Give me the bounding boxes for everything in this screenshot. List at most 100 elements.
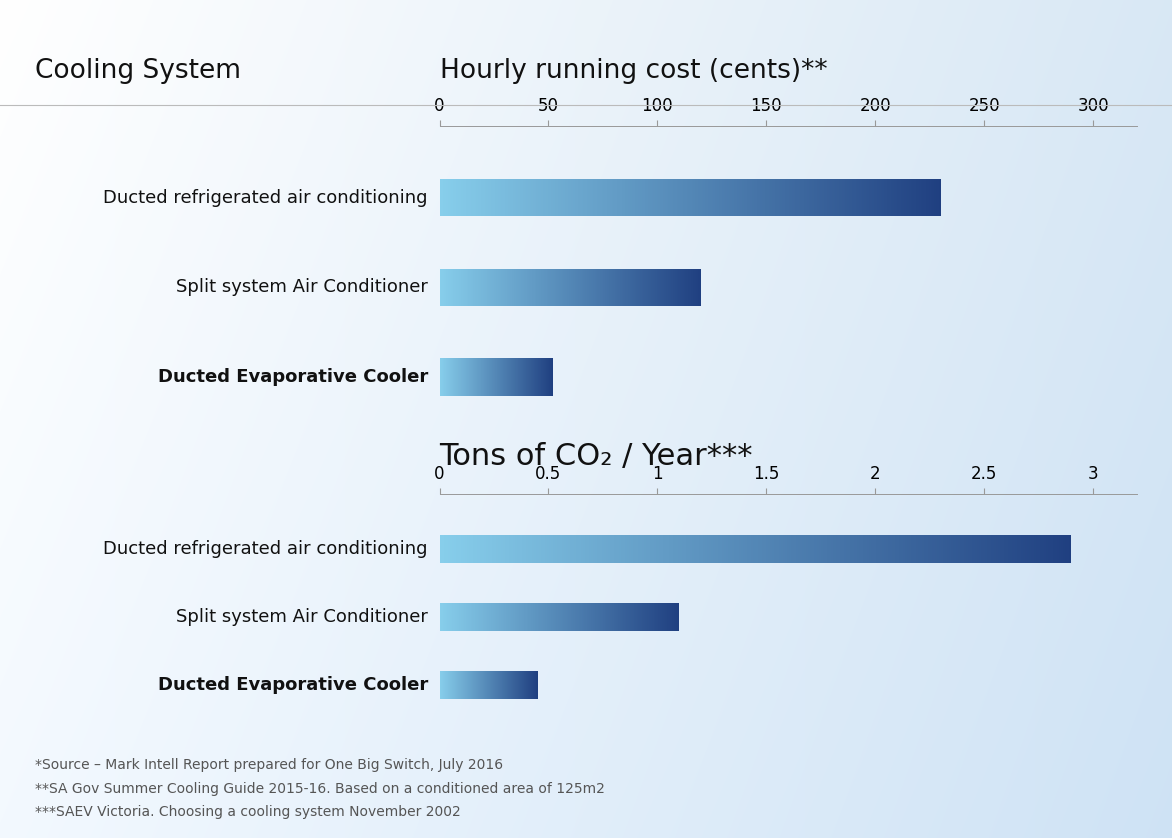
Bar <box>499 178 502 216</box>
Bar <box>482 178 483 216</box>
Bar <box>851 178 852 216</box>
Bar <box>577 178 578 216</box>
Bar <box>905 535 907 563</box>
Bar <box>579 535 580 563</box>
Bar <box>802 535 804 563</box>
Bar <box>616 178 619 216</box>
Bar <box>772 535 775 563</box>
Bar <box>663 178 665 216</box>
Bar <box>732 535 735 563</box>
Bar <box>904 178 906 216</box>
Bar <box>500 535 503 563</box>
Bar <box>507 178 510 216</box>
Bar <box>892 535 894 563</box>
Bar <box>725 535 728 563</box>
Bar <box>926 178 927 216</box>
Bar <box>911 178 912 216</box>
Bar <box>672 178 674 216</box>
Bar <box>812 535 815 563</box>
Bar <box>546 178 548 216</box>
Bar <box>647 178 648 216</box>
Bar <box>570 178 572 216</box>
Bar <box>448 535 450 563</box>
Bar <box>741 535 743 563</box>
Bar <box>691 178 694 216</box>
Bar <box>900 178 902 216</box>
Bar <box>680 178 682 216</box>
Bar <box>482 535 484 563</box>
Bar <box>524 535 526 563</box>
Bar <box>607 178 608 216</box>
Bar <box>513 535 516 563</box>
Bar <box>677 535 680 563</box>
Bar <box>459 178 462 216</box>
Bar <box>785 535 788 563</box>
Bar <box>806 535 809 563</box>
Bar <box>686 535 688 563</box>
Bar <box>830 535 831 563</box>
Bar <box>660 178 662 216</box>
Bar <box>992 535 994 563</box>
Bar <box>442 535 444 563</box>
Bar <box>652 178 653 216</box>
Bar <box>606 535 608 563</box>
Bar <box>471 535 473 563</box>
Bar <box>902 535 905 563</box>
Bar <box>1029 535 1031 563</box>
Bar <box>822 178 824 216</box>
Bar <box>466 178 468 216</box>
Bar <box>884 535 886 563</box>
Bar <box>674 178 675 216</box>
Bar <box>538 535 540 563</box>
Bar <box>574 178 577 216</box>
Bar <box>522 178 523 216</box>
Bar <box>954 535 955 563</box>
Bar <box>703 178 706 216</box>
Bar <box>475 178 476 216</box>
Bar <box>505 535 507 563</box>
Bar <box>837 178 839 216</box>
Bar <box>816 178 817 216</box>
Bar <box>464 178 466 216</box>
Bar <box>827 178 829 216</box>
Bar <box>611 535 612 563</box>
Bar <box>962 535 965 563</box>
Bar <box>897 535 899 563</box>
Bar <box>880 535 881 563</box>
Bar <box>518 178 519 216</box>
Bar <box>742 178 743 216</box>
Bar <box>631 178 632 216</box>
Bar <box>864 178 866 216</box>
Bar <box>477 535 479 563</box>
Bar <box>659 178 660 216</box>
Bar <box>994 535 996 563</box>
Bar <box>548 535 551 563</box>
Bar <box>441 178 443 216</box>
Bar <box>526 535 527 563</box>
Bar <box>804 535 806 563</box>
Bar <box>749 535 751 563</box>
Bar <box>593 535 595 563</box>
Bar <box>568 535 570 563</box>
Bar <box>825 535 827 563</box>
Bar <box>1050 535 1052 563</box>
Bar <box>781 535 783 563</box>
Bar <box>638 535 640 563</box>
Bar <box>735 535 736 563</box>
Bar <box>540 178 541 216</box>
Bar <box>551 535 553 563</box>
Bar <box>444 178 447 216</box>
Bar <box>902 178 904 216</box>
Bar <box>541 178 543 216</box>
Bar <box>488 178 490 216</box>
Bar <box>777 178 778 216</box>
Bar <box>624 178 625 216</box>
Bar <box>867 178 868 216</box>
Bar <box>486 178 488 216</box>
Bar <box>525 178 526 216</box>
Bar <box>608 535 611 563</box>
Text: *Source – Mark Intell Report prepared for One Big Switch, July 2016: *Source – Mark Intell Report prepared fo… <box>35 758 503 773</box>
Text: Ducted refrigerated air conditioning: Ducted refrigerated air conditioning <box>103 540 428 558</box>
Bar <box>465 535 466 563</box>
Bar <box>941 535 943 563</box>
